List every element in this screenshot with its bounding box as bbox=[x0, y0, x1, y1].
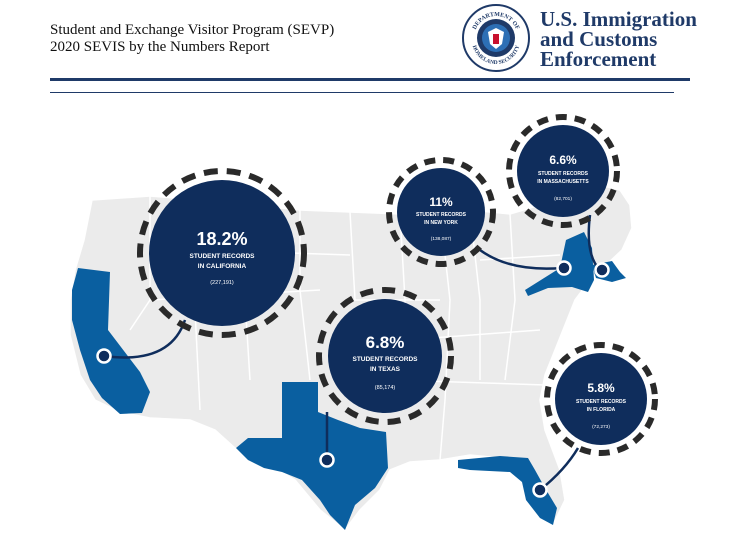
callout-percent: 18.2% bbox=[196, 229, 247, 249]
callout-label-line-2: IN CALIFORNIA bbox=[198, 263, 247, 270]
callout-label-line-1: STUDENT RECORDS bbox=[538, 171, 589, 177]
callout-florida: 5.8% STUDENT RECORDS IN FLORIDA (72,273) bbox=[544, 342, 658, 456]
callout-label-line-2: IN FLORIDA bbox=[587, 407, 616, 413]
dashed-ring bbox=[544, 342, 658, 456]
callout-label-line-2: IN NEW YORK bbox=[424, 220, 458, 226]
location-markers bbox=[96, 260, 610, 498]
dashed-ring bbox=[386, 157, 496, 267]
callout-label-line-1: STUDENT RECORDS bbox=[416, 212, 467, 218]
bubble bbox=[555, 353, 647, 445]
callout-texas: 6.8% STUDENT RECORDS IN TEXAS (85,174) bbox=[316, 287, 454, 425]
report-title: Student and Exchange Visitor Program (SE… bbox=[50, 22, 334, 56]
bubble bbox=[149, 180, 295, 326]
callout-label-line-2: IN MASSACHUSETTS bbox=[537, 179, 589, 185]
callout-percent: 11% bbox=[429, 195, 453, 209]
agency-name: U.S. Immigration and Customs Enforcement bbox=[540, 7, 697, 71]
report-title-line-2: 2020 SEVIS by the Numbers Report bbox=[50, 39, 270, 55]
callout-count: (138,087) bbox=[431, 236, 452, 242]
agency-name-line-3: Enforcement bbox=[540, 47, 657, 71]
texas-shape bbox=[236, 382, 388, 530]
dhs-seal-logo: DEPARTMENT OF HOMELAND SECURITY bbox=[462, 4, 530, 72]
bubble bbox=[397, 168, 485, 256]
dashed-ring bbox=[137, 168, 307, 338]
callout-percent: 6.6% bbox=[549, 153, 577, 167]
agency-name-line-1: U.S. Immigration bbox=[540, 7, 697, 31]
callout-california: 18.2% STUDENT RECORDS IN CALIFORNIA (227… bbox=[137, 168, 307, 338]
callout-label-line-2: IN TEXAS bbox=[370, 366, 401, 373]
callout-count: (82,701) bbox=[554, 196, 572, 202]
massachusetts-marker bbox=[594, 262, 610, 278]
new-york-shape bbox=[525, 232, 594, 296]
florida-marker bbox=[532, 482, 548, 498]
callout-label-line-1: STUDENT RECORDS bbox=[352, 356, 418, 363]
callout-percent: 5.8% bbox=[587, 381, 615, 395]
bubble bbox=[517, 125, 609, 217]
callout-massachusetts: 6.6% STUDENT RECORDS IN MASSACHUSETTS (8… bbox=[506, 114, 620, 228]
report-title-line-1: Student and Exchange Visitor Program (SE… bbox=[50, 22, 335, 38]
header-rule-thick bbox=[50, 78, 690, 81]
dashed-ring bbox=[506, 114, 620, 228]
agency-name-line-2: and Customs bbox=[540, 27, 658, 51]
florida-shape bbox=[458, 456, 557, 525]
california-marker bbox=[96, 348, 112, 364]
dashed-ring bbox=[316, 287, 454, 425]
callout-percent: 6.8% bbox=[366, 333, 405, 352]
new-york-marker bbox=[556, 260, 572, 276]
bubble bbox=[328, 299, 442, 413]
callout-count: (85,174) bbox=[375, 385, 396, 391]
callout-label-line-1: STUDENT RECORDS bbox=[576, 399, 627, 405]
callout-new-york: 11% STUDENT RECORDS IN NEW YORK (138,087… bbox=[386, 157, 496, 267]
texas-marker bbox=[319, 452, 335, 468]
callout-count: (72,273) bbox=[592, 424, 610, 430]
header-rule-thin bbox=[50, 92, 674, 93]
callout-count: (227,191) bbox=[210, 280, 234, 286]
california-shape bbox=[72, 268, 150, 414]
callout-label-line-1: STUDENT RECORDS bbox=[189, 253, 255, 260]
